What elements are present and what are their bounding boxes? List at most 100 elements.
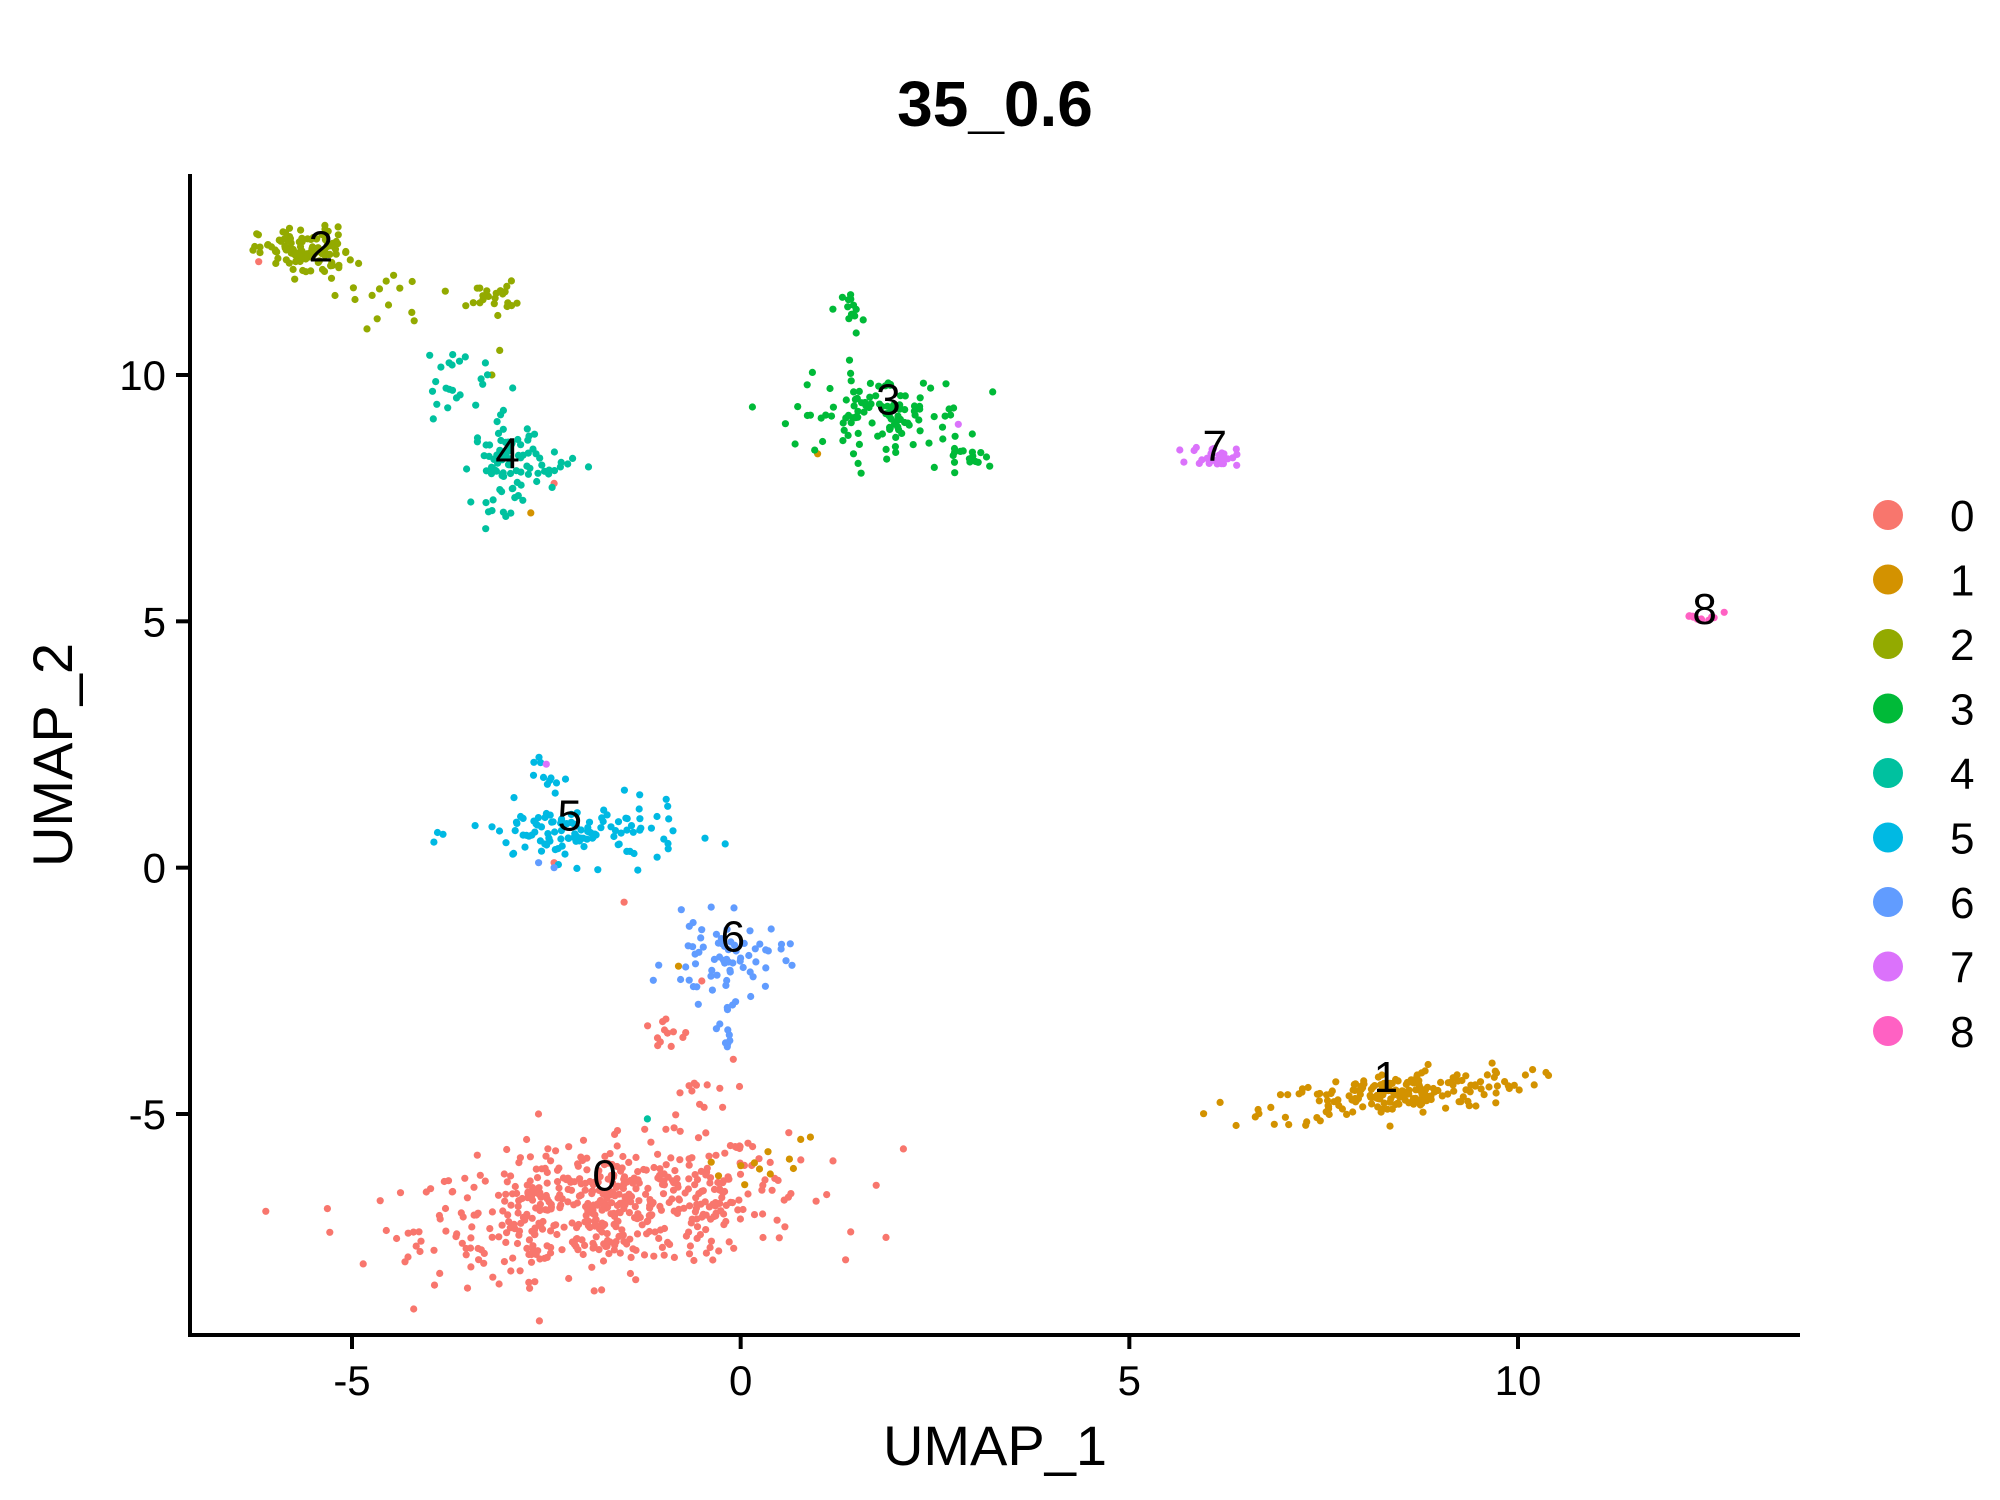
point-cluster-1 [1327, 1089, 1335, 1098]
legend-key [1873, 500, 1903, 530]
point-cluster-0 [784, 1193, 793, 1201]
legend-label: 6 [1950, 879, 1974, 928]
point-cluster-0 [528, 1192, 536, 1200]
point-cluster-4 [499, 425, 507, 433]
point-cluster-6 [767, 925, 775, 933]
point-cluster-0 [667, 1042, 675, 1050]
point-cluster-1 [1401, 1090, 1409, 1099]
point-cluster-5 [561, 850, 569, 858]
point-cluster-0 [458, 1239, 466, 1247]
point-cluster-4 [506, 469, 515, 478]
point-cluster-4 [548, 483, 556, 491]
point-cluster-0 [376, 1197, 384, 1205]
point-cluster-6 [713, 971, 721, 979]
point-cluster-0 [584, 1199, 592, 1208]
point-cluster-3 [859, 316, 867, 324]
point-cluster-0 [662, 1015, 670, 1023]
point-cluster-6 [699, 943, 707, 951]
point-cluster-1 [674, 962, 683, 970]
point-cluster-3 [951, 432, 959, 440]
point-cluster-2 [508, 302, 516, 310]
point-cluster-1 [1379, 1105, 1387, 1113]
point-cluster-0 [481, 1177, 489, 1185]
point-cluster-2 [289, 265, 297, 273]
point-cluster-0 [543, 1179, 551, 1187]
point-cluster-3 [845, 356, 854, 364]
point-cluster-0 [705, 1152, 713, 1160]
point-cluster-5 [537, 847, 546, 855]
point-cluster-0 [692, 1081, 701, 1089]
y-axis-ticks: -5 0 5 10 [119, 352, 190, 1138]
point-cluster-0 [501, 1197, 509, 1205]
point-cluster-0 [625, 1158, 633, 1166]
point-cluster-1 [1335, 1101, 1343, 1110]
point-cluster-0 [608, 1160, 616, 1169]
point-cluster-0 [899, 1145, 908, 1153]
point-cluster-5 [557, 827, 566, 835]
point-cluster-0 [697, 1167, 705, 1175]
point-cluster-6 [723, 1006, 732, 1014]
point-cluster-0 [773, 1216, 781, 1224]
point-cluster-1 [1380, 1099, 1388, 1107]
point-cluster-4 [512, 467, 521, 475]
point-cluster-2 [334, 223, 342, 231]
point-cluster-4 [493, 418, 501, 426]
point-cluster-0 [530, 1226, 539, 1234]
point-cluster-3 [794, 403, 802, 411]
point-cluster-0 [702, 1129, 710, 1137]
series-6 [535, 859, 796, 1051]
point-cluster-0 [607, 1199, 616, 1207]
point-cluster-4 [494, 429, 503, 437]
point-cluster-6 [708, 986, 717, 994]
point-cluster-2 [473, 284, 481, 292]
point-cluster-5 [573, 864, 581, 873]
point-cluster-3 [827, 412, 836, 420]
point-cluster-3 [950, 458, 959, 466]
point-cluster-2 [375, 285, 384, 293]
point-cluster-0 [592, 1216, 600, 1224]
point-cluster-6 [728, 1001, 737, 1009]
point-cluster-1 [1471, 1082, 1479, 1090]
point-cluster-7 [1180, 458, 1188, 466]
point-cluster-0 [607, 1171, 616, 1179]
point-cluster-6 [708, 966, 716, 975]
point-cluster-3 [845, 315, 853, 323]
point-cluster-0 [660, 1224, 669, 1233]
point-cluster-6 [535, 859, 543, 867]
chart-title: 35_0.6 [897, 68, 1093, 140]
point-cluster-1 [1530, 1081, 1538, 1089]
point-cluster-5 [636, 815, 644, 823]
point-cluster-2 [325, 250, 333, 259]
point-cluster-4 [426, 351, 434, 359]
point-cluster-0 [515, 1231, 523, 1239]
point-cluster-5 [647, 824, 656, 832]
point-cluster-5 [594, 866, 602, 874]
point-cluster-6 [685, 976, 693, 984]
point-cluster-2 [315, 257, 323, 265]
point-cluster-0 [480, 1249, 488, 1257]
legend-label: 0 [1950, 492, 1974, 541]
point-cluster-0 [726, 1142, 735, 1150]
point-cluster-5 [665, 815, 673, 823]
point-cluster-4 [449, 351, 457, 359]
point-cluster-0 [507, 1267, 515, 1275]
point-cluster-3 [910, 407, 919, 415]
point-cluster-1 [766, 1170, 774, 1178]
point-cluster-5 [664, 845, 672, 853]
point-cluster-7 [1233, 461, 1241, 469]
x-tick-label: 5 [1118, 1357, 1141, 1404]
point-cluster-2 [331, 291, 339, 300]
point-cluster-0 [627, 1253, 635, 1261]
point-cluster-6 [695, 948, 703, 956]
point-cluster-0 [503, 1229, 511, 1237]
point-cluster-0 [535, 1203, 543, 1212]
point-cluster-7 [1213, 460, 1221, 468]
point-cluster-3 [811, 446, 819, 454]
point-cluster-5 [510, 794, 518, 802]
point-cluster-5 [615, 840, 623, 848]
point-cluster-0 [706, 1243, 714, 1252]
point-cluster-0 [526, 1177, 534, 1185]
point-cluster-3 [977, 449, 985, 457]
point-cluster-4 [534, 469, 542, 477]
point-cluster-3 [882, 445, 890, 453]
